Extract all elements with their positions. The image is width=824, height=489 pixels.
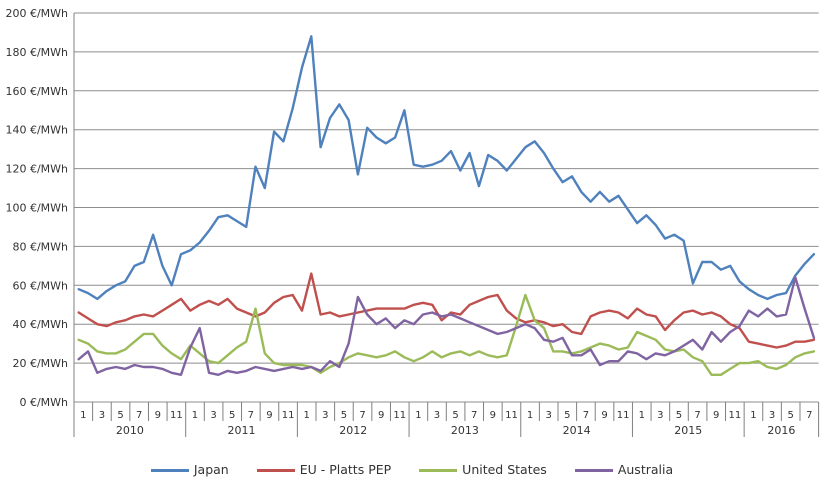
legend-swatch-united-states <box>419 468 458 472</box>
month-tick-label: 7 <box>359 410 365 421</box>
y-tick-label: 180 €/MWh <box>5 46 68 59</box>
y-tick-label: 60 €/MWh <box>12 279 68 292</box>
month-tick-label: 5 <box>787 410 793 421</box>
year-label: 2015 <box>674 424 702 437</box>
month-tick-label: 7 <box>248 410 254 421</box>
month-tick-label: 9 <box>378 410 384 421</box>
month-tick-label: 7 <box>806 410 812 421</box>
month-tick-label: 1 <box>639 410 645 421</box>
month-tick-label: 1 <box>192 410 198 421</box>
legend-label-united-states: United States <box>462 461 547 477</box>
legend-label-eu-platts-pep: EU - Platts PEP <box>299 461 392 477</box>
y-tick-label: 80 €/MWh <box>12 240 68 253</box>
month-tick-label: 9 <box>266 410 272 421</box>
y-tick-label: 100 €/MWh <box>5 202 68 215</box>
y-tick-label: 40 €/MWh <box>12 318 68 331</box>
month-tick-label: 7 <box>471 410 477 421</box>
month-tick-label: 7 <box>583 410 589 421</box>
year-label: 2011 <box>228 424 256 437</box>
month-tick-label: 1 <box>304 410 310 421</box>
month-tick-label: 5 <box>117 410 123 421</box>
legend-item-australia: Australia <box>574 461 674 477</box>
month-tick-label: 11 <box>393 410 406 421</box>
chart-legend: Japan EU - Platts PEP United States Aust… <box>0 459 824 481</box>
month-tick-label: 11 <box>505 410 518 421</box>
y-tick-label: 120 €/MWh <box>5 163 68 176</box>
month-tick-label: 3 <box>210 410 216 421</box>
y-axis-labels: 0 €/MWh 20 €/MWh 40 €/MWh 60 €/MWh 80 €/MWh 1… <box>5 7 68 409</box>
month-tick-label: 5 <box>341 410 347 421</box>
month-tick-label: 3 <box>434 410 440 421</box>
month-tick-label: 7 <box>136 410 142 421</box>
month-tick-label: 3 <box>769 410 775 421</box>
legend-label-japan: Japan <box>193 461 229 477</box>
month-tick-label: 11 <box>170 410 183 421</box>
legend-swatch-australia <box>574 468 613 472</box>
year-label: 2014 <box>563 424 591 437</box>
month-tick-label: 11 <box>728 410 741 421</box>
month-tick-label: 9 <box>601 410 607 421</box>
month-tick-label: 5 <box>452 410 458 421</box>
legend-item-eu-platts-pep: EU - Platts PEP <box>256 461 392 477</box>
month-tick-label: 3 <box>545 410 551 421</box>
year-label: 2013 <box>451 424 479 437</box>
y-tick-label: 160 €/MWh <box>5 85 68 98</box>
month-tick-label: 11 <box>617 410 630 421</box>
month-tick-label: 1 <box>750 410 756 421</box>
month-tick-label: 3 <box>322 410 328 421</box>
month-tick-label: 9 <box>713 410 719 421</box>
y-tick-label: 140 €/MWh <box>5 124 68 137</box>
series-line-eu-platts-pep <box>77 272 816 349</box>
month-tick-label: 7 <box>694 410 700 421</box>
month-tick-label: 11 <box>282 410 295 421</box>
legend-swatch-japan <box>150 468 189 472</box>
y-tick-label: 200 €/MWh <box>5 7 68 20</box>
month-tick-label: 3 <box>657 410 663 421</box>
y-tick-label: 20 €/MWh <box>12 357 68 370</box>
legend-item-united-states: United States <box>419 461 547 477</box>
series-line-japan <box>77 35 816 301</box>
legend-item-japan: Japan <box>150 461 229 477</box>
y-tick-label: 0 €/MWh <box>19 396 68 409</box>
series-line-australia <box>77 276 816 376</box>
month-tick-label: 9 <box>490 410 496 421</box>
month-tick-label: 5 <box>229 410 235 421</box>
month-tick-label: 5 <box>676 410 682 421</box>
month-tick-label: 5 <box>564 410 570 421</box>
month-tick-label: 1 <box>415 410 421 421</box>
legend-label-australia: Australia <box>617 461 674 477</box>
series-line-united-states <box>77 293 816 376</box>
gridlines <box>74 12 819 403</box>
year-label: 2010 <box>116 424 144 437</box>
month-tick-label: 9 <box>155 410 161 421</box>
month-tick-label: 1 <box>80 410 86 421</box>
year-label: 2016 <box>767 424 795 437</box>
month-tick-label: 3 <box>99 410 105 421</box>
legend-swatch-eu-platts-pep <box>256 468 295 472</box>
month-tick-label: 1 <box>527 410 533 421</box>
year-label: 2012 <box>339 424 367 437</box>
